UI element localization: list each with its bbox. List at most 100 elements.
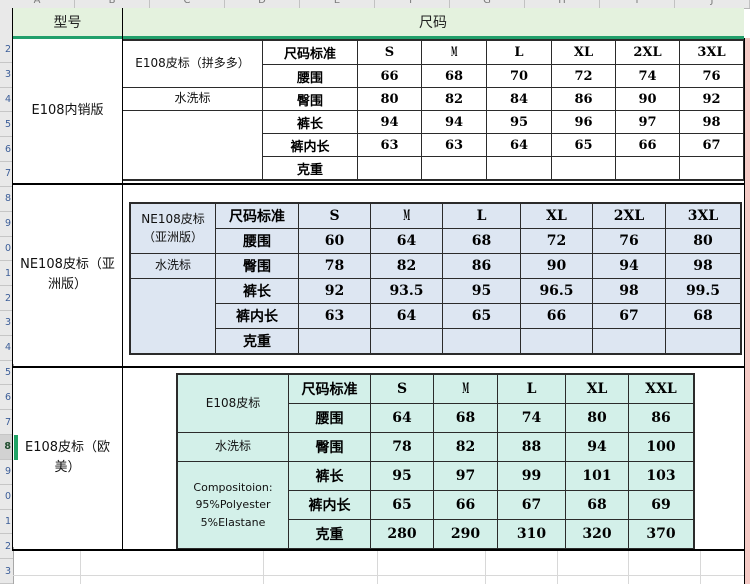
column-letter-A[interactable]: A (0, 0, 75, 8)
row-header-cell[interactable]: 裤内长 (288, 490, 370, 519)
value-cell[interactable]: 90 (615, 87, 679, 110)
value-cell[interactable]: 66 (615, 133, 679, 156)
value-cell[interactable] (357, 156, 421, 179)
table-label-cell[interactable]: E108皮标 (177, 374, 288, 432)
value-cell[interactable]: 64 (370, 303, 442, 328)
size-header-cell[interactable]: L (442, 203, 520, 228)
value-cell[interactable]: 67 (497, 490, 565, 519)
row-header-cell[interactable]: 裤内长 (262, 133, 357, 156)
value-cell[interactable] (442, 328, 520, 353)
row-number[interactable]: 3 (0, 63, 13, 88)
row-header-cell[interactable]: 腰围 (288, 403, 370, 432)
size-header-cell[interactable]: S (357, 40, 421, 64)
size-header-cell[interactable]: 2XL (592, 203, 665, 228)
row-header-cell[interactable]: 腰围 (262, 64, 357, 87)
value-cell[interactable]: 94 (565, 432, 628, 461)
table-label-cell[interactable]: 水洗标 (122, 87, 262, 110)
value-cell[interactable]: 67 (592, 303, 665, 328)
value-cell[interactable]: 68 (565, 490, 628, 519)
size-header-cell[interactable]: 3XL (679, 40, 743, 64)
value-cell[interactable]: 76 (592, 228, 665, 253)
row-header-cell[interactable]: 尺码标准 (215, 203, 298, 228)
value-cell[interactable]: 68 (433, 403, 497, 432)
size-header-cell[interactable]: M (370, 203, 442, 228)
value-cell[interactable] (520, 328, 592, 353)
value-cell[interactable]: 80 (665, 228, 740, 253)
row-number[interactable]: 8 (0, 187, 13, 212)
column-letter-G[interactable]: G (450, 0, 525, 8)
value-cell[interactable]: 95 (370, 461, 433, 490)
value-cell[interactable]: 80 (357, 87, 421, 110)
row-number[interactable]: 7 (0, 162, 13, 187)
value-cell[interactable]: 64 (370, 403, 433, 432)
row-number[interactable]: 5 (0, 361, 13, 386)
row-header-cell[interactable]: 尺码标准 (288, 374, 370, 403)
model-column-header[interactable]: 型号 (53, 15, 82, 31)
value-cell[interactable]: 63 (357, 133, 421, 156)
value-cell[interactable] (421, 156, 486, 179)
value-cell[interactable]: 68 (442, 228, 520, 253)
value-cell[interactable]: 95 (442, 278, 520, 303)
size-column-header[interactable]: 尺码 (419, 15, 447, 31)
value-cell[interactable]: 66 (433, 490, 497, 519)
size-header-cell[interactable]: M (421, 40, 486, 64)
row-number[interactable]: 3 (0, 311, 13, 336)
row-number[interactable]: 2 (0, 534, 13, 560)
value-cell[interactable]: 280 (370, 519, 433, 548)
value-cell[interactable]: 86 (628, 403, 693, 432)
value-cell[interactable] (370, 328, 442, 353)
value-cell[interactable]: 82 (370, 253, 442, 278)
size-header-cell[interactable]: L (497, 374, 565, 403)
value-cell[interactable]: 63 (421, 133, 486, 156)
value-cell[interactable]: 96.5 (520, 278, 592, 303)
value-cell[interactable]: 66 (520, 303, 592, 328)
row-header-cell[interactable]: 裤内长 (215, 303, 298, 328)
column-letter-I[interactable]: I (600, 0, 675, 8)
row-header-cell[interactable]: 臀围 (262, 87, 357, 110)
value-cell[interactable]: 97 (433, 461, 497, 490)
table-label-cell[interactable]: 水洗标 (130, 253, 215, 278)
value-cell[interactable]: 68 (665, 303, 740, 328)
row-header-cell[interactable]: 克重 (215, 328, 298, 353)
value-cell[interactable]: 310 (497, 519, 565, 548)
row-number[interactable]: 6 (0, 137, 13, 163)
row-header-cell[interactable]: 克重 (262, 156, 357, 179)
value-cell[interactable]: 64 (486, 133, 551, 156)
row-header-cell[interactable]: 克重 (288, 519, 370, 548)
value-cell[interactable]: 103 (628, 461, 693, 490)
value-cell[interactable]: 78 (298, 253, 370, 278)
value-cell[interactable]: 66 (357, 64, 421, 87)
value-cell[interactable]: 74 (615, 64, 679, 87)
row-number[interactable]: 4 (0, 336, 13, 361)
value-cell[interactable]: 86 (551, 87, 615, 110)
value-cell[interactable]: 99.5 (665, 278, 740, 303)
model-cell-ne108-asia[interactable]: NE108皮标（亚洲版） (13, 185, 122, 364)
column-letter-C[interactable]: C (150, 0, 225, 8)
value-cell[interactable]: 82 (433, 432, 497, 461)
value-cell[interactable]: 65 (370, 490, 433, 519)
row-number[interactable]: 9 (0, 460, 13, 485)
row-number[interactable]: 1 (0, 261, 13, 287)
column-letter-B[interactable]: B (75, 0, 150, 8)
size-header-cell[interactable]: M (433, 374, 497, 403)
value-cell[interactable]: 95 (486, 110, 551, 133)
row-number[interactable]: 2 (0, 38, 13, 63)
value-cell[interactable]: 65 (442, 303, 520, 328)
value-cell[interactable]: 320 (565, 519, 628, 548)
value-cell[interactable]: 72 (551, 64, 615, 87)
value-cell[interactable]: 63 (298, 303, 370, 328)
size-header-cell[interactable]: XL (565, 374, 628, 403)
table-label-cell[interactable]: NE108皮标 （亚洲版） (130, 203, 215, 253)
column-letter-F[interactable]: F (375, 0, 450, 8)
size-header-cell[interactable]: 2XL (615, 40, 679, 64)
value-cell[interactable]: 94 (421, 110, 486, 133)
value-cell[interactable]: 98 (665, 253, 740, 278)
row-number[interactable]: 0 (0, 237, 13, 262)
value-cell[interactable]: 96 (551, 110, 615, 133)
size-header-cell[interactable]: XXL (628, 374, 693, 403)
table-label-cell[interactable]: Compositoion: 95%Polyester 5%Elastane (177, 461, 288, 548)
value-cell[interactable]: 94 (592, 253, 665, 278)
value-cell[interactable] (298, 328, 370, 353)
value-cell[interactable]: 78 (370, 432, 433, 461)
value-cell[interactable]: 101 (565, 461, 628, 490)
